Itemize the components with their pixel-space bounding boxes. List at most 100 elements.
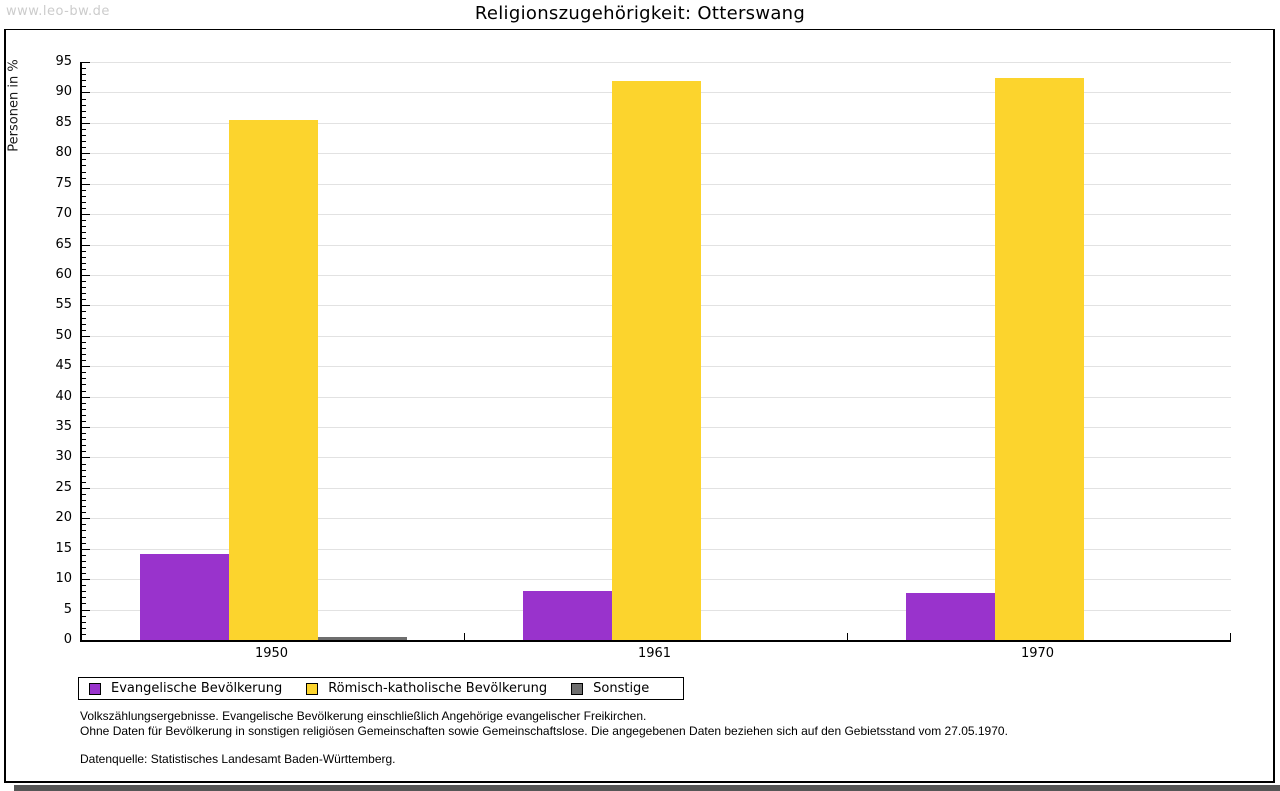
y-minor-tick [82, 74, 86, 76]
y-minor-tick [82, 615, 86, 617]
y-minor-tick [82, 68, 86, 70]
y-minor-tick [82, 536, 86, 538]
y-minor-tick [82, 573, 86, 575]
y-major-tick [82, 183, 90, 185]
x-axis-labels: 1950 1961 1970 [80, 646, 1229, 664]
y-minor-tick [82, 80, 86, 82]
x-axis-tick [464, 633, 465, 640]
y-major-tick [82, 214, 90, 216]
x-axis-tick [847, 633, 848, 640]
y-minor-tick [82, 323, 86, 325]
y-major-tick [82, 487, 90, 489]
y-minor-tick [82, 506, 86, 508]
y-minor-tick [82, 597, 86, 599]
y-minor-tick [82, 317, 86, 319]
y-minor-tick [82, 268, 86, 270]
y-minor-tick [82, 177, 86, 179]
y-minor-tick [82, 633, 86, 635]
bottom-shadow [14, 785, 1280, 791]
y-minor-tick [82, 238, 86, 240]
y-minor-tick [82, 128, 86, 130]
y-minor-tick [82, 347, 86, 349]
y-tick-label: 30 [55, 449, 72, 465]
y-tick-label: 80 [55, 145, 72, 161]
y-minor-tick [82, 262, 86, 264]
y-minor-tick [82, 560, 86, 562]
y-minor-tick [82, 147, 86, 149]
y-minor-tick [82, 469, 86, 471]
y-minor-tick [82, 591, 86, 593]
gridline [82, 62, 1231, 63]
bar-1961-series1 [612, 80, 701, 640]
y-minor-tick [82, 311, 86, 313]
y-major-tick [82, 427, 90, 429]
y-major-tick [82, 366, 90, 368]
data-source-note: Datenquelle: Statistisches Landesamt Bad… [80, 752, 396, 766]
y-major-tick [82, 122, 90, 124]
y-tick-label: 50 [55, 327, 72, 343]
y-tick-label: 15 [55, 540, 72, 556]
y-minor-tick [82, 293, 86, 295]
y-minor-tick [82, 390, 86, 392]
y-minor-tick [82, 402, 86, 404]
y-minor-tick [82, 420, 86, 422]
y-minor-tick [82, 542, 86, 544]
y-minor-tick [82, 220, 86, 222]
legend-label: Sonstige [593, 681, 650, 696]
y-minor-tick [82, 372, 86, 374]
y-minor-tick [82, 378, 86, 380]
footnotes: Volkszählungsergebnisse. Evangelische Be… [80, 709, 1220, 767]
y-minor-tick [82, 603, 86, 605]
y-tick-label: 25 [55, 479, 72, 495]
y-tick-label: 75 [55, 175, 72, 191]
y-minor-tick [82, 329, 86, 331]
y-minor-tick [82, 98, 86, 100]
y-major-tick [82, 305, 90, 307]
y-tick-label: 40 [55, 388, 72, 404]
y-major-tick [82, 548, 90, 550]
y-minor-tick [82, 159, 86, 161]
y-minor-tick [82, 299, 86, 301]
footnote-line: Volkszählungsergebnisse. Evangelische Be… [80, 709, 647, 723]
y-major-tick [82, 609, 90, 611]
y-minor-tick [82, 481, 86, 483]
y-minor-tick [82, 384, 86, 386]
y-major-tick [82, 457, 90, 459]
y-minor-tick [82, 360, 86, 362]
y-minor-tick [82, 226, 86, 228]
y-minor-tick [82, 585, 86, 587]
y-minor-tick [82, 256, 86, 258]
y-minor-tick [82, 463, 86, 465]
x-category-label: 1950 [254, 646, 289, 661]
y-tick-label: 10 [55, 571, 72, 587]
y-minor-tick [82, 110, 86, 112]
y-major-tick [82, 518, 90, 520]
footnote-line: Ohne Daten für Bevölkerung in sonstigen … [80, 724, 1008, 738]
legend-label: Römisch-katholische Bevölkerung [328, 681, 548, 696]
y-minor-tick [82, 287, 86, 289]
legend-item: Römisch-katholische Bevölkerung [306, 681, 547, 696]
y-minor-tick [82, 171, 86, 173]
y-minor-tick [82, 627, 86, 629]
y-major-tick [82, 396, 90, 398]
y-major-tick [82, 153, 90, 155]
y-minor-tick [82, 524, 86, 526]
y-major-tick [82, 62, 90, 63]
y-major-tick [82, 92, 90, 94]
y-minor-tick [82, 189, 86, 191]
y-tick-label: 70 [55, 206, 72, 222]
y-minor-tick [82, 566, 86, 568]
bar-1950-series2 [318, 636, 407, 640]
y-tick-label: 55 [55, 297, 72, 313]
y-minor-tick [82, 232, 86, 234]
y-tick-label: 95 [55, 54, 72, 69]
y-minor-tick [82, 281, 86, 283]
y-minor-tick [82, 86, 86, 88]
y-minor-tick [82, 201, 86, 203]
y-minor-tick [82, 341, 86, 343]
y-tick-label: 5 [63, 601, 72, 617]
legend-swatch [306, 682, 319, 695]
y-major-tick [82, 579, 90, 581]
y-minor-tick [82, 165, 86, 167]
y-major-tick [82, 335, 90, 337]
